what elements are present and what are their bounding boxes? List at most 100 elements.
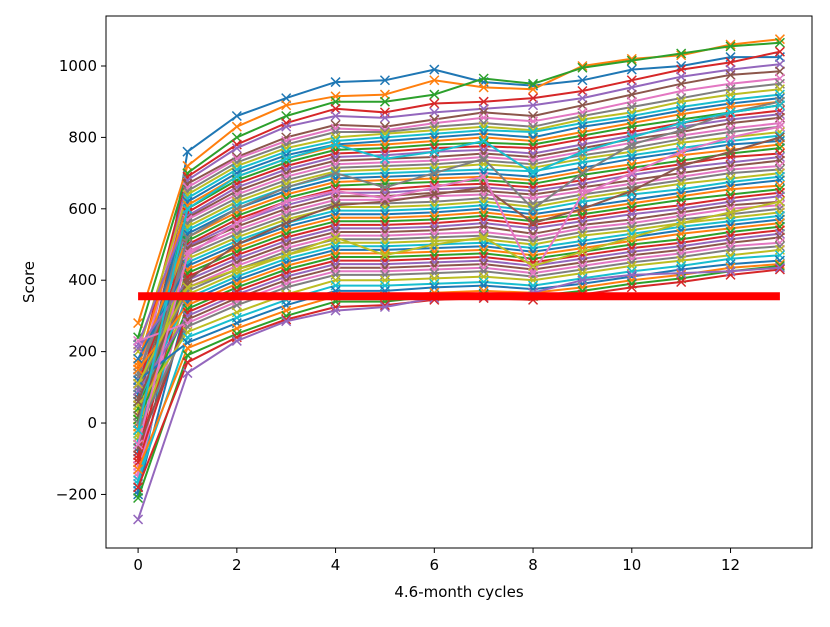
data-point-marker bbox=[577, 146, 588, 157]
data-point-marker bbox=[774, 96, 785, 107]
series-line bbox=[137, 188, 781, 410]
series-line bbox=[137, 152, 780, 385]
data-point-marker bbox=[626, 185, 637, 196]
x-tick-label: 2 bbox=[232, 556, 242, 574]
series-line bbox=[137, 232, 781, 392]
data-point-marker bbox=[281, 93, 292, 104]
series-line bbox=[137, 222, 781, 371]
data-point-marker bbox=[182, 275, 193, 286]
data-point-marker bbox=[774, 121, 785, 132]
data-point-marker bbox=[281, 218, 292, 229]
series-line bbox=[137, 50, 781, 370]
series-s52 bbox=[133, 259, 785, 475]
data-point-marker bbox=[429, 189, 440, 200]
data-point-marker bbox=[626, 232, 637, 243]
data-point-marker bbox=[577, 203, 588, 214]
x-tick-label: 10 bbox=[622, 556, 641, 574]
series-line bbox=[137, 248, 781, 406]
data-point-marker bbox=[676, 268, 687, 279]
data-point-marker bbox=[281, 196, 292, 207]
x-axis-label: 4.6-month cycles bbox=[394, 583, 523, 601]
data-point-marker bbox=[182, 146, 193, 157]
data-point-marker bbox=[577, 85, 588, 97]
data-point-marker bbox=[774, 100, 785, 111]
data-point-marker bbox=[133, 353, 144, 364]
data-point-marker bbox=[429, 146, 440, 157]
data-point-marker bbox=[133, 343, 144, 354]
data-point-marker bbox=[133, 457, 144, 468]
y-tick-label: 1000 bbox=[59, 57, 97, 75]
data-point-marker bbox=[429, 239, 440, 250]
data-point-marker bbox=[626, 139, 637, 150]
data-point-marker bbox=[626, 82, 637, 93]
data-point-marker bbox=[182, 160, 193, 171]
data-point-marker bbox=[133, 378, 144, 389]
data-point-marker bbox=[725, 266, 736, 277]
data-point-marker bbox=[676, 276, 687, 288]
series-line bbox=[137, 200, 781, 385]
data-point-marker bbox=[330, 305, 341, 316]
data-point-marker bbox=[528, 218, 539, 229]
data-point-marker bbox=[182, 196, 193, 207]
data-point-marker bbox=[577, 62, 588, 73]
data-point-marker bbox=[676, 160, 687, 171]
data-point-marker bbox=[379, 96, 390, 107]
data-point-marker bbox=[577, 189, 588, 200]
data-point-marker bbox=[676, 118, 687, 129]
data-point-marker bbox=[133, 364, 144, 375]
series-line bbox=[137, 125, 781, 445]
data-point-marker bbox=[725, 107, 736, 118]
series-line bbox=[137, 214, 781, 403]
data-point-marker bbox=[182, 171, 193, 182]
data-point-marker bbox=[133, 514, 144, 525]
plot-frame bbox=[105, 15, 813, 549]
series-line bbox=[137, 82, 781, 431]
x-tick-label: 0 bbox=[133, 556, 143, 574]
data-point-marker bbox=[577, 275, 588, 286]
y-tick-label: 200 bbox=[68, 343, 97, 361]
data-point-marker bbox=[478, 135, 489, 146]
data-point-marker bbox=[478, 73, 489, 84]
data-point-marker bbox=[725, 69, 736, 80]
y-tick-label: 600 bbox=[68, 200, 97, 218]
series-line bbox=[137, 93, 781, 442]
data-point-marker bbox=[676, 125, 687, 136]
data-point-marker bbox=[676, 64, 687, 75]
data-point-marker bbox=[379, 301, 390, 313]
data-point-marker bbox=[330, 232, 341, 243]
data-point-marker bbox=[182, 232, 193, 243]
data-point-marker bbox=[133, 425, 144, 436]
data-point-marker bbox=[231, 121, 242, 132]
data-point-marker bbox=[478, 153, 489, 164]
data-point-marker bbox=[577, 246, 588, 257]
data-point-marker bbox=[676, 218, 687, 229]
data-point-marker bbox=[528, 93, 539, 104]
series-line bbox=[137, 70, 780, 406]
data-point-marker bbox=[478, 232, 489, 243]
data-point-marker bbox=[330, 103, 341, 114]
series-line bbox=[137, 143, 781, 367]
data-point-marker bbox=[379, 193, 390, 204]
data-point-marker bbox=[231, 264, 242, 275]
data-point-marker bbox=[577, 75, 588, 86]
series-line bbox=[137, 77, 781, 381]
data-point-marker bbox=[774, 46, 785, 57]
y-tick-label: 400 bbox=[68, 271, 97, 289]
data-point-marker bbox=[577, 93, 588, 104]
data-point-marker bbox=[379, 182, 390, 193]
y-axis: −200 0 200 400 600 800 1000 bbox=[56, 57, 106, 503]
data-point-marker bbox=[231, 110, 242, 122]
series-s58 bbox=[133, 96, 785, 429]
series-s1 bbox=[133, 52, 785, 457]
y-axis-label: Score bbox=[20, 261, 38, 303]
data-point-marker bbox=[528, 100, 539, 111]
series-s56 bbox=[133, 132, 785, 407]
series-line bbox=[137, 225, 781, 420]
data-point-marker bbox=[429, 107, 440, 118]
data-point-marker bbox=[133, 382, 144, 393]
data-point-marker bbox=[379, 153, 390, 164]
data-point-marker bbox=[182, 343, 193, 354]
series-layer bbox=[133, 34, 785, 525]
